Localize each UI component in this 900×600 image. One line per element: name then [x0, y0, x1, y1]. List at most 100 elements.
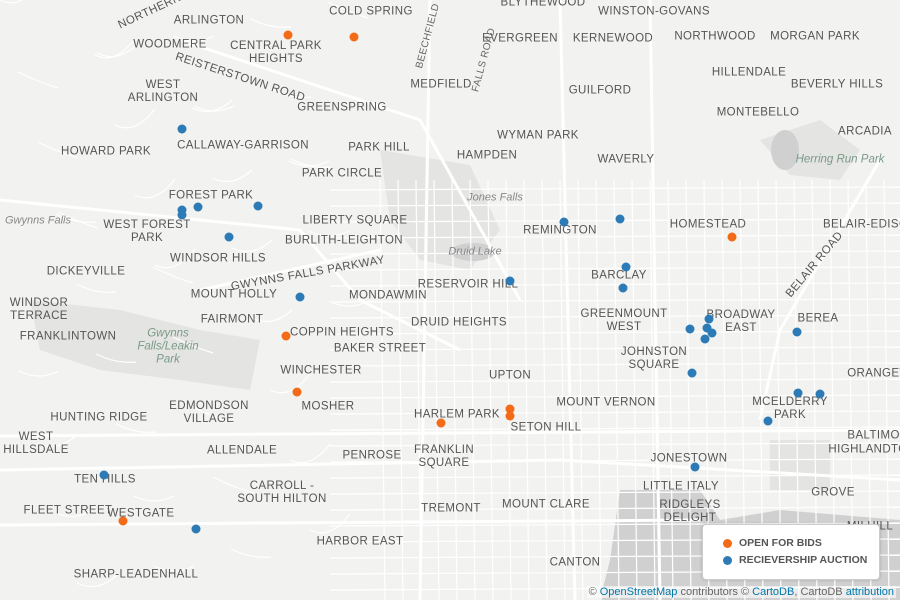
map-label: WOODMERE — [133, 38, 207, 51]
map-label: BEVERLY HILLS — [790, 78, 884, 91]
map-label: TEN HILLS — [74, 473, 136, 486]
receivership-auction-marker[interactable] — [685, 324, 695, 334]
map-label: Gwynns Falls — [4, 214, 72, 227]
receivership-auction-marker[interactable] — [177, 210, 187, 220]
map-label: WESTGATE — [107, 507, 175, 520]
attribution-text: , CartoDB — [794, 586, 846, 598]
map-label: WINSTON-GOVANS — [598, 5, 710, 18]
map-label: HARLEM PARK — [414, 408, 500, 421]
map-label: CENTRAL PARK HEIGHTS — [230, 40, 322, 65]
map-label: HOWARD PARK — [60, 145, 152, 158]
open-for-bids-marker[interactable] — [436, 418, 446, 428]
legend-item-receivership-auction: RECIEVERSHIP AUCTION — [723, 554, 867, 566]
map-label: BALTIMORE — [847, 429, 900, 442]
map-label: BAKER STREET — [333, 342, 427, 355]
map-label: HAMPDEN — [456, 149, 518, 162]
open-for-bids-marker[interactable] — [349, 32, 359, 42]
map-label: NORTHWOOD — [674, 30, 756, 43]
map-label: CALLAWAY-GARRISON — [177, 139, 309, 152]
map-label: BELAIR-EDISON — [822, 218, 900, 231]
map-label: ARCADIA — [838, 125, 892, 138]
map-label: BROADWAY EAST — [706, 309, 776, 334]
map-label: HILLENDALE — [711, 66, 787, 79]
open-for-bids-marker[interactable] — [505, 404, 515, 414]
map-label: FRANKLINTOWN — [19, 330, 117, 343]
map-label: Jones Falls — [467, 191, 523, 204]
map-label: JOHNSTON SQUARE — [620, 346, 688, 371]
receivership-auction-marker[interactable] — [615, 214, 625, 224]
map-label: BLYTHEWOOD — [500, 0, 586, 9]
open-for-bids-marker[interactable] — [281, 331, 291, 341]
receivership-auction-marker[interactable] — [763, 416, 773, 426]
receivership-auction-marker[interactable] — [253, 201, 263, 211]
receivership-auction-marker[interactable] — [704, 314, 714, 324]
map-label: BURLITH-LEIGHTON — [284, 234, 404, 247]
map-label: SETON HILL — [510, 421, 582, 434]
receivership-auction-marker[interactable] — [702, 323, 712, 333]
map-label: ALLENDALE — [206, 444, 278, 457]
map-label: WINDSOR HILLS — [170, 252, 266, 265]
receivership-auction-marker[interactable] — [559, 217, 569, 227]
map-label: WINCHESTER — [280, 364, 362, 377]
receivership-auction-marker[interactable] — [191, 524, 201, 534]
receivership-auction-marker[interactable] — [99, 470, 109, 480]
receivership-auction-marker[interactable] — [793, 388, 803, 398]
attribution-text: contributors © — [677, 586, 753, 598]
map-label: CANTON — [549, 556, 601, 569]
map-label: MOUNT HOLLY — [190, 288, 278, 301]
map-label: KERNEWOOD — [572, 32, 654, 45]
open-for-bids-marker[interactable] — [505, 411, 515, 421]
map-label: PENROSE — [342, 449, 402, 462]
osm-link[interactable]: OpenStreetMap — [599, 586, 678, 598]
receivership-auction-marker[interactable] — [505, 276, 515, 286]
open-for-bids-marker[interactable] — [118, 516, 128, 526]
map-label: COPPIN HEIGHTS — [289, 326, 395, 339]
receivership-auction-marker[interactable] — [815, 389, 825, 399]
map-label: GREENSPRING — [297, 101, 387, 114]
receivership-auction-marker[interactable] — [687, 368, 697, 378]
receivership-auction-marker[interactable] — [618, 283, 628, 293]
map-label: WINDSOR TERRACE — [9, 297, 69, 322]
map-label: ORANGEVILLE — [847, 367, 900, 380]
map-label: Herring Run Park — [795, 153, 885, 166]
map-label: RESERVOIR HILL — [417, 278, 519, 291]
map-label: FOREST PARK — [168, 189, 254, 202]
receivership-auction-marker[interactable] — [224, 232, 234, 242]
receivership-auction-marker[interactable] — [295, 292, 305, 302]
map-label: RIDGLEYS DELIGHT — [659, 499, 721, 524]
map-label: JONESTOWN — [650, 452, 728, 465]
map-label: WEST ARLINGTON — [127, 79, 199, 104]
open-for-bids-marker[interactable] — [727, 232, 737, 242]
cartodb-link[interactable]: CartoDB — [752, 586, 795, 598]
receivership-auction-marker[interactable] — [193, 202, 203, 212]
map-label: MCELDERRY PARK — [752, 396, 828, 421]
map-label: MONTEBELLO — [716, 106, 800, 119]
receivership-auction-marker[interactable] — [177, 124, 187, 134]
legend-item-open-for-bids: OPEN FOR BIDS — [723, 537, 822, 549]
attribution-link[interactable]: attribution — [845, 586, 894, 598]
receivership-auction-marker[interactable] — [621, 262, 631, 272]
map-label: FLEET STREET — [23, 504, 113, 517]
map-label: COLD SPRING — [329, 5, 413, 18]
map-label: BARCLAY — [591, 269, 647, 282]
map-label: EVERGREEN — [482, 32, 558, 45]
receivership-auction-marker[interactable] — [707, 328, 717, 338]
receivership-auction-marker[interactable] — [690, 462, 700, 472]
map-label: REMINGTON — [523, 224, 597, 237]
map-label: WEST FOREST PARK — [103, 219, 191, 244]
map-label: PARK HILL — [348, 141, 410, 154]
map-label: HUNTING RIDGE — [50, 411, 148, 424]
map-label: FRANKLIN SQUARE — [413, 444, 475, 469]
open-for-bids-marker[interactable] — [292, 387, 302, 397]
open-for-bids-marker[interactable] — [283, 30, 293, 40]
map-label: WAVERLY — [597, 153, 655, 166]
blue-dot-icon — [723, 555, 732, 565]
map-label: HARBOR EAST — [316, 535, 404, 548]
map-label: WYMAN PARK — [497, 129, 579, 142]
receivership-auction-marker[interactable] — [792, 327, 802, 337]
receivership-auction-marker[interactable] — [700, 334, 710, 344]
receivership-auction-marker[interactable] — [177, 205, 187, 215]
map-label: MOUNT CLARE — [502, 498, 590, 511]
map-label: Gwynns Falls/Leakin Park — [137, 327, 199, 366]
map-label: PARK CIRCLE — [301, 167, 383, 180]
